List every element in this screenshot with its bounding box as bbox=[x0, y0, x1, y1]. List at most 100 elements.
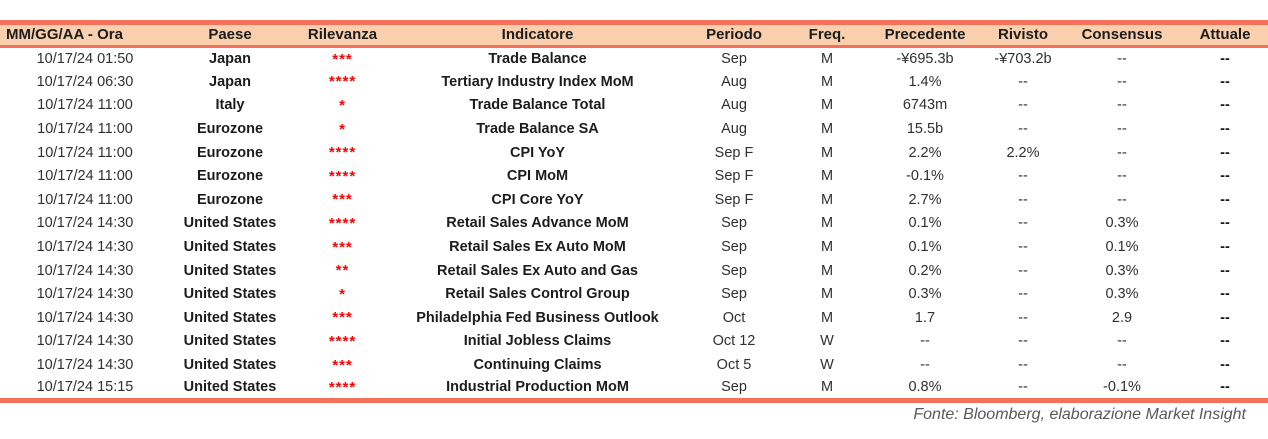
cell-relevance-stars: **** bbox=[328, 167, 357, 185]
cell-country: United States bbox=[183, 357, 277, 374]
column-header-previous: Precedente bbox=[866, 22, 984, 48]
cell-revised: -- bbox=[1018, 121, 1028, 138]
cell-consensus: -- bbox=[1062, 45, 1182, 71]
header-row: MM/GG/AA - Ora Paese Rilevanza Indicator… bbox=[0, 22, 1268, 48]
table-header: MM/GG/AA - Ora Paese Rilevanza Indicator… bbox=[0, 22, 1268, 48]
column-header-datetime: MM/GG/AA - Ora bbox=[0, 22, 170, 48]
cell-previous: -- bbox=[920, 357, 930, 374]
cell-datetime: 10/17/24 11:00 bbox=[37, 144, 133, 161]
cell-indicator: Trade Balance Total bbox=[469, 97, 606, 114]
cell-relevance-stars: *** bbox=[332, 356, 353, 374]
cell-actual: -- bbox=[1220, 121, 1230, 138]
cell-relevance-stars: *** bbox=[290, 45, 395, 71]
cell-previous: 0.2% bbox=[908, 262, 942, 279]
cell-previous: -¥695.3b bbox=[866, 45, 984, 71]
cell-indicator: CPI YoY bbox=[509, 144, 566, 161]
cell-country: Japan bbox=[170, 45, 290, 71]
cell-frequency: M bbox=[788, 45, 866, 71]
cell-revised: -- bbox=[1018, 73, 1028, 90]
cell-actual: -- bbox=[1220, 309, 1230, 326]
cell-period: Sep F bbox=[714, 168, 754, 185]
cell-revised: -- bbox=[1018, 168, 1028, 185]
cell-revised: -- bbox=[1018, 215, 1028, 232]
cell-actual: -- bbox=[1220, 239, 1230, 256]
cell-relevance-stars: **** bbox=[290, 376, 395, 402]
cell-relevance-stars: *** bbox=[332, 238, 353, 256]
cell-indicator: Continuing Claims bbox=[473, 357, 602, 374]
cell-country: Eurozone bbox=[196, 144, 264, 161]
column-header-consensus: Consensus bbox=[1062, 22, 1182, 48]
cell-consensus: 0.3% bbox=[1105, 286, 1139, 303]
table-row: 10/17/24 14:30 United States *** Continu… bbox=[0, 353, 1268, 377]
cell-consensus: 0.1% bbox=[1105, 239, 1139, 256]
cell-previous: 15.5b bbox=[906, 121, 944, 138]
cell-actual: -- bbox=[1220, 73, 1230, 90]
cell-period: Sep bbox=[680, 376, 788, 402]
table-body: 10/17/24 01:50 Japan *** Trade Balance S… bbox=[0, 45, 1268, 402]
column-header-country: Paese bbox=[170, 22, 290, 48]
cell-country: United States bbox=[183, 286, 277, 303]
cell-frequency: M bbox=[820, 239, 834, 256]
cell-datetime: 10/17/24 14:30 bbox=[36, 262, 134, 279]
cell-period: Sep F bbox=[714, 144, 754, 161]
cell-previous: 0.1% bbox=[908, 215, 942, 232]
cell-indicator: Trade Balance bbox=[395, 45, 680, 71]
cell-relevance-stars: **** bbox=[328, 144, 357, 162]
cell-frequency: M bbox=[788, 376, 866, 402]
cell-country: Eurozone bbox=[196, 191, 264, 208]
cell-period: Sep bbox=[680, 45, 788, 71]
cell-relevance-stars: * bbox=[339, 285, 346, 303]
cell-datetime: 10/17/24 14:30 bbox=[36, 309, 134, 326]
column-header-revised: Rivisto bbox=[984, 22, 1062, 48]
cell-country: Eurozone bbox=[196, 168, 264, 185]
cell-indicator: Retail Sales Control Group bbox=[445, 286, 630, 303]
cell-datetime: 10/17/24 11:00 bbox=[37, 97, 133, 114]
column-header-period: Periodo bbox=[680, 22, 788, 48]
cell-indicator: CPI Core YoY bbox=[491, 191, 584, 208]
cell-consensus: -- bbox=[1117, 121, 1127, 138]
table-row: 10/17/24 11:00 Eurozone * Trade Balance … bbox=[0, 117, 1268, 141]
cell-period: Oct 5 bbox=[716, 357, 752, 374]
cell-indicator: Tertiary Industry Index MoM bbox=[441, 73, 634, 90]
cell-actual: -- bbox=[1182, 376, 1268, 402]
cell-revised: -- bbox=[1018, 286, 1028, 303]
cell-previous: -- bbox=[920, 333, 930, 350]
economic-calendar-table: MM/GG/AA - Ora Paese Rilevanza Indicator… bbox=[0, 20, 1268, 403]
cell-datetime: 10/17/24 14:30 bbox=[36, 286, 134, 303]
table-row: 10/17/24 11:00 Eurozone **** CPI MoM Sep… bbox=[0, 164, 1268, 188]
cell-country: United States bbox=[183, 239, 277, 256]
cell-period: Sep bbox=[721, 239, 747, 256]
cell-relevance-stars: * bbox=[339, 96, 346, 114]
cell-indicator: Retail Sales Ex Auto and Gas bbox=[437, 262, 638, 279]
cell-indicator: Retail Sales Ex Auto MoM bbox=[449, 239, 626, 256]
cell-revised: -- bbox=[1018, 309, 1028, 326]
cell-frequency: M bbox=[820, 286, 834, 303]
cell-period: Oct bbox=[722, 309, 746, 326]
cell-frequency: M bbox=[820, 191, 834, 208]
cell-period: Aug bbox=[721, 97, 747, 114]
column-header-frequency: Freq. bbox=[788, 22, 866, 48]
column-header-relevance: Rilevanza bbox=[290, 22, 395, 48]
cell-frequency: W bbox=[820, 333, 834, 350]
cell-country: United States bbox=[183, 215, 277, 232]
cell-actual: -- bbox=[1220, 144, 1230, 161]
cell-frequency: M bbox=[820, 168, 834, 185]
cell-revised: -- bbox=[1018, 357, 1028, 374]
cell-relevance-stars: **** bbox=[328, 214, 357, 232]
table-row: 10/17/24 11:00 Eurozone *** CPI Core YoY… bbox=[0, 188, 1268, 212]
cell-consensus: -- bbox=[1117, 191, 1127, 208]
cell-frequency: M bbox=[820, 73, 834, 90]
column-header-actual: Attuale bbox=[1182, 22, 1268, 48]
cell-actual: -- bbox=[1220, 262, 1230, 279]
cell-relevance-stars: *** bbox=[332, 191, 353, 209]
cell-country: United States bbox=[183, 262, 277, 279]
cell-period: Sep F bbox=[714, 191, 754, 208]
table-row: 10/17/24 14:30 United States ** Retail S… bbox=[0, 259, 1268, 283]
cell-datetime: 10/17/24 14:30 bbox=[36, 357, 134, 374]
cell-actual: -- bbox=[1220, 215, 1230, 232]
cell-previous: 0.3% bbox=[908, 286, 942, 303]
cell-datetime: 10/17/24 14:30 bbox=[36, 333, 134, 350]
cell-period: Aug bbox=[721, 73, 747, 90]
source-note: Fonte: Bloomberg, elaborazione Market In… bbox=[913, 405, 1246, 423]
